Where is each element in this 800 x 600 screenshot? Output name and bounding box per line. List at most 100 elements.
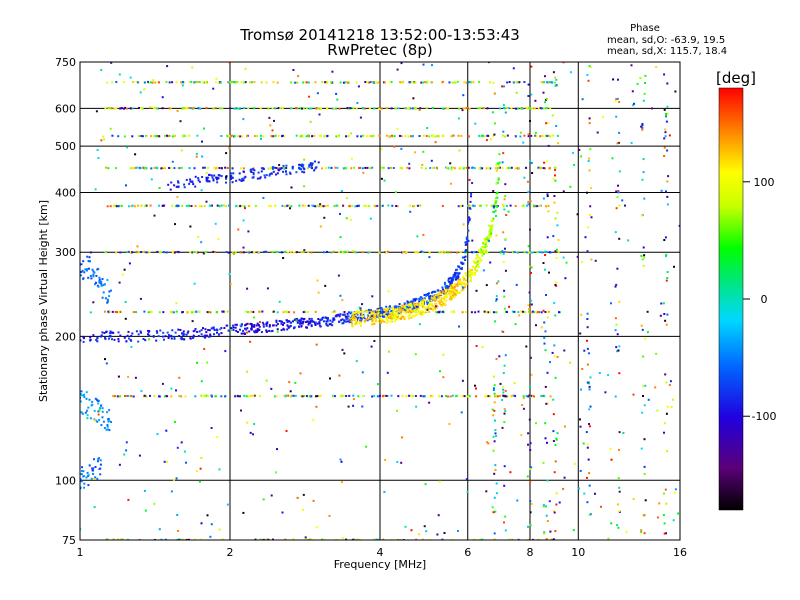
data-point: [259, 310, 262, 313]
data-point: [586, 74, 589, 76]
data-point: [322, 205, 325, 208]
data-point: [529, 468, 532, 470]
data-point: [218, 174, 221, 177]
data-point: [349, 107, 352, 109]
data-point: [289, 250, 292, 253]
data-point: [464, 283, 467, 286]
data-point: [421, 163, 424, 166]
data-point: [437, 289, 440, 292]
data-point: [484, 239, 486, 242]
data-point: [80, 393, 82, 396]
data-point: [670, 406, 673, 408]
data-point: [665, 253, 668, 256]
data-point: [235, 179, 238, 182]
data-point: [489, 311, 491, 314]
data-point: [418, 310, 421, 313]
data-point: [314, 167, 317, 170]
data-point: [177, 167, 180, 170]
data-point: [492, 414, 495, 417]
data-point: [326, 318, 329, 321]
data-point: [517, 311, 520, 314]
data-point: [616, 524, 619, 527]
data-point: [380, 307, 382, 310]
data-point: [610, 522, 613, 525]
data-point: [104, 251, 107, 254]
data-point: [446, 289, 449, 292]
data-point: [528, 394, 531, 397]
data-point: [554, 174, 556, 177]
data-point: [188, 81, 191, 84]
data-point: [503, 289, 506, 292]
data-point: [208, 329, 211, 332]
data-point: [97, 285, 100, 288]
data-point: [397, 107, 400, 110]
data-point: [285, 170, 287, 173]
data-point: [259, 321, 261, 324]
data-point: [376, 395, 379, 398]
data-point: [444, 283, 447, 286]
data-point: [421, 306, 424, 309]
data-point: [554, 76, 556, 79]
data-point: [665, 412, 668, 415]
data-point: [548, 500, 551, 503]
data-point: [195, 470, 198, 473]
data-point: [402, 251, 404, 254]
data-point: [158, 395, 161, 398]
data-point: [544, 422, 547, 425]
data-point: [484, 244, 487, 247]
data-point: [486, 107, 489, 110]
data-point: [475, 395, 478, 398]
data-point: [633, 102, 635, 105]
data-point: [191, 320, 194, 323]
data-point: [238, 178, 241, 181]
data-point: [368, 311, 371, 314]
data-point: [461, 204, 464, 207]
data-point: [173, 135, 176, 138]
data-point: [469, 271, 472, 274]
data-point: [474, 384, 476, 387]
data-point: [392, 315, 395, 318]
data-point: [339, 236, 342, 239]
data-point: [495, 492, 498, 495]
data-point: [440, 304, 443, 307]
data-point: [586, 318, 589, 320]
data-point: [197, 107, 200, 110]
data-point: [390, 314, 393, 317]
data-point: [483, 237, 486, 240]
data-point: [434, 294, 437, 297]
data-point: [269, 124, 272, 127]
data-point: [451, 277, 454, 280]
data-point: [148, 338, 150, 341]
data-point: [429, 295, 432, 298]
data-point: [134, 153, 137, 156]
data-point: [287, 326, 290, 329]
data-point: [288, 320, 291, 323]
data-point: [239, 395, 241, 398]
data-point: [205, 251, 208, 253]
data-point: [395, 311, 397, 314]
data-point: [363, 107, 366, 110]
data-point: [464, 243, 467, 246]
data-point: [344, 320, 347, 323]
data-point: [396, 460, 399, 463]
data-point: [475, 345, 478, 347]
data-point: [363, 321, 366, 324]
data-point: [665, 190, 667, 193]
data-point: [480, 249, 483, 252]
data-point: [434, 299, 437, 302]
data-point: [369, 316, 372, 319]
data-point: [370, 313, 373, 316]
data-point: [539, 135, 542, 138]
data-point: [106, 298, 109, 301]
data-point: [359, 324, 362, 327]
data-point: [189, 225, 192, 228]
data-point: [506, 81, 509, 84]
data-point: [299, 318, 302, 321]
data-point: [553, 166, 556, 169]
data-point: [586, 501, 589, 504]
data-point: [503, 521, 505, 524]
data-point: [527, 203, 530, 206]
data-point: [273, 166, 276, 169]
data-point: [423, 297, 426, 300]
data-point: [158, 528, 161, 531]
